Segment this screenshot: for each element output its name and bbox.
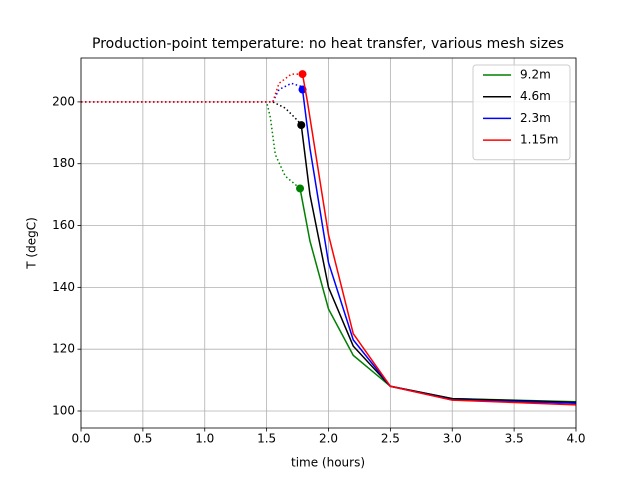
y-axis-label: T (degC) [25, 217, 39, 270]
dotted-line [81, 101, 301, 190]
y-tick-label: 140 [52, 280, 75, 294]
legend-box [472, 64, 571, 161]
x-tick-label: 0.0 [71, 432, 90, 446]
x-tick-label: 3.5 [505, 432, 524, 446]
x-tick-label: 1.0 [195, 432, 214, 446]
plot-frame [80, 57, 577, 429]
line [300, 124, 576, 404]
marker [297, 121, 306, 130]
x-tick-label: 1.5 [257, 432, 276, 446]
legend-label: 1.15m [520, 133, 558, 147]
x-tick-label: 0.5 [133, 432, 152, 446]
y-tick-label: 100 [52, 403, 75, 417]
line [301, 73, 576, 406]
x-axis-label: time (hours) [291, 456, 365, 470]
marker [296, 184, 305, 193]
line [299, 188, 576, 403]
x-tick-label: 2.5 [381, 432, 400, 446]
legend-label: 4.6m [520, 89, 551, 103]
x-tick-label: 3.0 [443, 432, 462, 446]
marker [298, 70, 307, 79]
y-tick-label: 200 [52, 94, 75, 108]
chart-title: Production-point temperature: no heat tr… [92, 36, 564, 52]
x-tick-label: 2.0 [319, 432, 338, 446]
y-tick-label: 160 [52, 218, 75, 232]
x-tick-label: 4.0 [566, 432, 585, 446]
legend-label: 2.3m [520, 111, 551, 125]
dotted-line [81, 73, 303, 103]
y-tick-label: 180 [52, 156, 75, 170]
y-tick-label: 120 [52, 342, 75, 356]
legend-label: 9.2m [520, 68, 551, 82]
dotted-line [81, 82, 304, 103]
